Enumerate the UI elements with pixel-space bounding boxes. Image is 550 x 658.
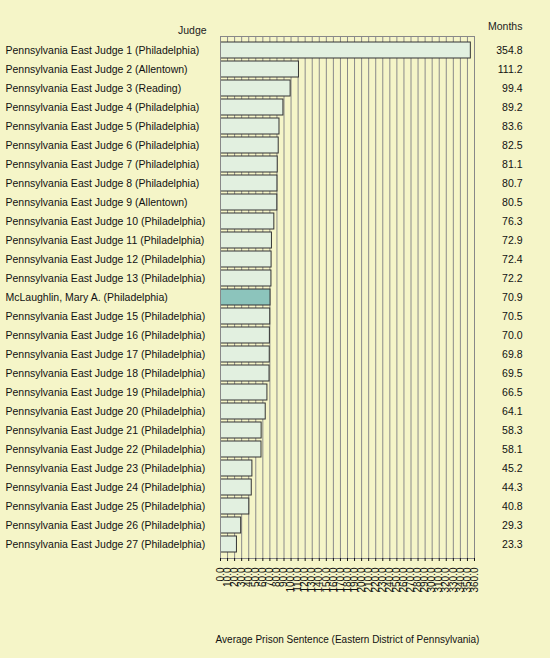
svg-text:230.0: 230.0 xyxy=(377,567,388,593)
svg-text:90.0: 90.0 xyxy=(278,567,290,587)
svg-text:72.2: 72.2 xyxy=(502,272,523,284)
svg-text:Pennsylvania East Judge 5 (Phi: Pennsylvania East Judge 5 (Philadelphia) xyxy=(6,120,200,132)
html-text:Months: Months xyxy=(488,20,523,32)
svg-text:140.0: 140.0 xyxy=(313,567,325,593)
svg-text:350.0: 350.0 xyxy=(461,567,473,593)
svg-text:310.0: 310.0 xyxy=(433,567,445,593)
svg-text:Pennsylvania East Judge 8 (Phi: Pennsylvania East Judge 8 (Philadelphia) xyxy=(6,177,200,189)
svg-text:340.0: 340.0 xyxy=(454,567,466,593)
svg-text:Pennsylvania East Judge 23 (Ph: Pennsylvania East Judge 23 (Philadelphia… xyxy=(6,462,206,474)
svg-text:20.0: 20.0 xyxy=(228,567,240,587)
svg-text:Pennsylvania East Judge 1 (Phi: Pennsylvania East Judge 1 (Philadelphia) xyxy=(6,44,200,56)
svg-text:210.0: 210.0 xyxy=(362,567,374,593)
svg-text:Pennsylvania East Judge 21 (Ph: Pennsylvania East Judge 21 (Philadelphia… xyxy=(6,424,206,436)
svg-text:Pennsylvania East Judge 27 (Ph: Pennsylvania East Judge 27 (Philadelphia… xyxy=(6,538,206,550)
svg-text:Pennsylvania East Judge 3 (Rea: Pennsylvania East Judge 3 (Reading) xyxy=(6,82,182,94)
svg-text:30.0: 30.0 xyxy=(235,567,247,587)
svg-text:120.0: 120.0 xyxy=(299,567,311,593)
svg-text:Pennsylvania East Judge 12 (Ph: Pennsylvania East Judge 12 (Philadelphia… xyxy=(6,253,206,265)
svg-text:Pennsylvania East Judge 24 (Ph: Pennsylvania East Judge 24 (Philadelphia… xyxy=(6,481,206,493)
svg-text:58.3: 58.3 xyxy=(502,424,523,436)
svg-text:40.0: 40.0 xyxy=(242,567,254,587)
svg-text:58.1: 58.1 xyxy=(502,443,523,455)
svg-text:McLaughlin, Mary A. (Philadelp: McLaughlin, Mary A. (Philadelphia) xyxy=(6,291,168,303)
svg-text:Pennsylvania East Judge 22 (Ph: Pennsylvania East Judge 22 (Philadelphia… xyxy=(6,443,206,455)
svg-text:240.0: 240.0 xyxy=(384,567,395,593)
svg-text:280.0: 280.0 xyxy=(412,567,424,593)
svg-text:64.1: 64.1 xyxy=(502,405,523,417)
svg-text:Pennsylvania East Judge 6 (Phi: Pennsylvania East Judge 6 (Philadelphia) xyxy=(6,139,200,151)
svg-text:111.2: 111.2 xyxy=(498,63,523,75)
svg-text:72.9: 72.9 xyxy=(502,234,523,246)
svg-text:44.3: 44.3 xyxy=(502,481,523,493)
svg-text:220.0: 220.0 xyxy=(369,567,381,593)
svg-text:60.0: 60.0 xyxy=(257,567,268,587)
svg-text:69.5: 69.5 xyxy=(502,367,523,379)
svg-text:270.0: 270.0 xyxy=(405,567,417,593)
svg-text:Pennsylvania East Judge 10 (Ph: Pennsylvania East Judge 10 (Philadelphia… xyxy=(6,215,206,227)
svg-text:69.8: 69.8 xyxy=(502,348,523,360)
svg-text:190.0: 190.0 xyxy=(348,567,360,593)
svg-text:40.8: 40.8 xyxy=(502,500,523,512)
svg-text:260.0: 260.0 xyxy=(398,567,410,593)
svg-text:99.4: 99.4 xyxy=(502,82,523,94)
svg-text:Pennsylvania East Judge 7 (Phi: Pennsylvania East Judge 7 (Philadelphia) xyxy=(6,158,200,170)
svg-text:70.0: 70.0 xyxy=(264,567,276,587)
svg-text:29.3: 29.3 xyxy=(502,519,523,531)
svg-text:130.0: 130.0 xyxy=(306,567,318,593)
svg-text:Pennsylvania East Judge 19 (Ph: Pennsylvania East Judge 19 (Philadelphia… xyxy=(6,386,206,398)
svg-text:300.0: 300.0 xyxy=(426,567,438,593)
svg-text:200.0: 200.0 xyxy=(355,567,367,593)
svg-text:354.8: 354.8 xyxy=(496,44,522,56)
svg-text:70.0: 70.0 xyxy=(502,329,523,341)
svg-text:110.0: 110.0 xyxy=(292,567,304,592)
svg-text:Pennsylvania East Judge 4 (Phi: Pennsylvania East Judge 4 (Philadelphia) xyxy=(6,101,200,113)
svg-text:Pennsylvania East Judge 9 (All: Pennsylvania East Judge 9 (Allentown) xyxy=(6,196,188,208)
svg-text:360.0: 360.0 xyxy=(469,567,480,592)
svg-text:83.6: 83.6 xyxy=(502,120,523,132)
svg-text:320.0: 320.0 xyxy=(440,567,452,593)
svg-text:150.0: 150.0 xyxy=(320,567,332,593)
svg-text:72.4: 72.4 xyxy=(502,253,523,265)
svg-text:45.2: 45.2 xyxy=(502,462,523,474)
svg-text:80.5: 80.5 xyxy=(502,196,523,208)
svg-text:10.0: 10.0 xyxy=(221,567,233,587)
svg-text:Pennsylvania East Judge 17 (Ph: Pennsylvania East Judge 17 (Philadelphia… xyxy=(6,348,206,360)
svg-text:Pennsylvania East Judge 25 (Ph: Pennsylvania East Judge 25 (Philadelphia… xyxy=(6,500,206,512)
svg-text:23.3: 23.3 xyxy=(502,538,523,550)
svg-text:81.1: 81.1 xyxy=(502,158,523,170)
svg-text:50.0: 50.0 xyxy=(250,567,261,587)
html-text:Judge: Judge xyxy=(178,24,207,36)
svg-text:0.0: 0.0 xyxy=(214,567,226,582)
svg-text:Pennsylvania East Judge 13 (Ph: Pennsylvania East Judge 13 (Philadelphia… xyxy=(6,272,206,284)
svg-text:Pennsylvania East Judge 11 (Ph: Pennsylvania East Judge 11 (Philadelphia… xyxy=(6,234,205,246)
svg-text:82.5: 82.5 xyxy=(502,139,523,151)
svg-text:70.5: 70.5 xyxy=(502,310,523,322)
svg-text:Pennsylvania East Judge 18 (Ph: Pennsylvania East Judge 18 (Philadelphia… xyxy=(6,367,206,379)
svg-text:160.0: 160.0 xyxy=(327,567,339,593)
svg-text:Pennsylvania East Judge 2 (All: Pennsylvania East Judge 2 (Allentown) xyxy=(6,63,188,75)
svg-text:250.0: 250.0 xyxy=(391,567,403,593)
svg-text:89.2: 89.2 xyxy=(502,101,523,113)
svg-text:80.0: 80.0 xyxy=(271,567,283,587)
svg-text:Pennsylvania East Judge 15 (Ph: Pennsylvania East Judge 15 (Philadelphia… xyxy=(6,310,206,322)
svg-text:330.0: 330.0 xyxy=(447,567,459,593)
svg-text:Pennsylvania East Judge 20 (Ph: Pennsylvania East Judge 20 (Philadelphia… xyxy=(6,405,206,417)
svg-text:76.3: 76.3 xyxy=(502,215,523,227)
svg-text:Average Prison Sentence (Easte: Average Prison Sentence (Eastern Distric… xyxy=(216,634,480,645)
svg-text:66.5: 66.5 xyxy=(502,386,523,398)
svg-text:170.0: 170.0 xyxy=(334,567,346,593)
svg-text:Pennsylvania East Judge 16 (Ph: Pennsylvania East Judge 16 (Philadelphia… xyxy=(6,329,206,341)
svg-text:290.0: 290.0 xyxy=(419,567,431,593)
svg-text:180.0: 180.0 xyxy=(341,567,353,593)
svg-text:80.7: 80.7 xyxy=(502,177,523,189)
svg-text:Pennsylvania East Judge 26 (Ph: Pennsylvania East Judge 26 (Philadelphia… xyxy=(6,519,206,531)
svg-text:70.9: 70.9 xyxy=(502,291,523,303)
svg-text:100.0: 100.0 xyxy=(285,567,297,593)
